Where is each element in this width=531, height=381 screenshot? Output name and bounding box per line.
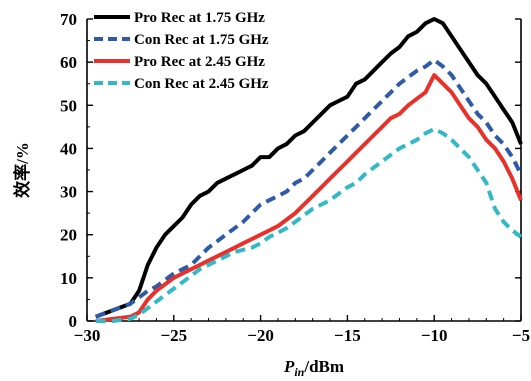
- y-tick-label: 50: [60, 96, 77, 115]
- y-tick-label: 60: [60, 53, 77, 72]
- y-tick-label: 20: [60, 226, 77, 245]
- series-line: [94, 17, 523, 319]
- x-tick-label: −5: [512, 326, 530, 345]
- series-line: [95, 127, 523, 323]
- series-layer: [94, 17, 523, 323]
- x-tick-label: −15: [334, 326, 361, 345]
- y-tick-label: 10: [60, 269, 77, 288]
- axes: −30 −25 −20 −15 −10 −5 0 10 20 30 40 50 60 70: [60, 10, 530, 345]
- x-axis-title-unit: /dBm: [303, 357, 344, 376]
- x-tick-label: −25: [160, 326, 187, 345]
- legend-label: Con Rec at 2.45 GHz: [134, 76, 269, 92]
- x-axis-title-main: P: [283, 357, 295, 376]
- x-tick-label: −20: [247, 326, 274, 345]
- series-line: [94, 58, 523, 319]
- x-tick-label: −30: [74, 326, 101, 345]
- y-tick-label: 70: [60, 10, 77, 29]
- legend-label: Pro Rec at 2.45 GHz: [134, 54, 265, 70]
- legend-label: Pro Rec at 1.75 GHz: [134, 10, 265, 26]
- series-line: [95, 73, 523, 323]
- x-tick-label: −10: [421, 326, 448, 345]
- y-axis-title: 效率/%: [12, 142, 32, 198]
- y-tick-label: 30: [60, 183, 77, 202]
- legend-label: Con Rec at 1.75 GHz: [134, 32, 269, 48]
- x-axis-title-sub: in: [294, 365, 304, 379]
- x-axis-title: Pin/dBm: [283, 357, 344, 379]
- legend: Pro Rec at 1.75 GHz Con Rec at 1.75 GHz Pr…: [94, 10, 269, 92]
- y-tick-label: 0: [69, 312, 78, 331]
- y-tick-label: 40: [60, 139, 77, 158]
